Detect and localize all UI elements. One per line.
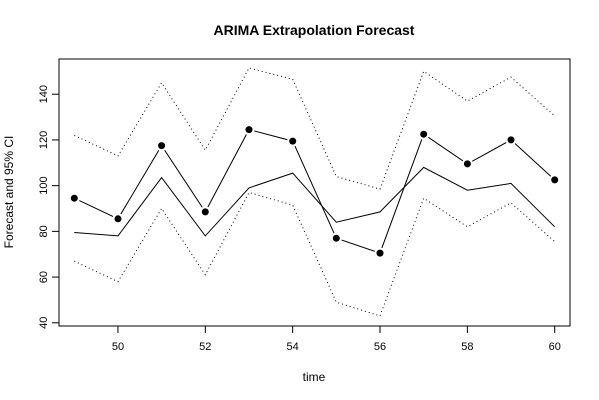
- x-tick-label: 54: [287, 341, 299, 353]
- series-0-point: [70, 194, 78, 202]
- x-tick-label: 50: [112, 341, 124, 353]
- series-3-line: [74, 191, 556, 317]
- x-tick-label: 56: [374, 341, 386, 353]
- y-tick-label: 100: [38, 176, 50, 194]
- y-tick-label: 40: [38, 317, 50, 329]
- x-axis-label: time: [303, 370, 326, 384]
- series-0-point: [463, 160, 471, 168]
- y-tick-label: 80: [38, 225, 50, 237]
- y-tick-label: 120: [38, 131, 50, 149]
- y-tick-label: 60: [38, 271, 50, 283]
- series-0-point: [114, 215, 122, 223]
- y-axis-label: Forecast and 95% CI: [2, 136, 16, 249]
- y-tick-label: 140: [38, 85, 50, 103]
- series-0-point: [420, 130, 428, 138]
- plot-frame: [58, 58, 571, 327]
- x-tick-label: 58: [461, 341, 473, 353]
- x-tick-label: 52: [199, 341, 211, 353]
- chart-title: ARIMA Extrapolation Forecast: [214, 22, 415, 38]
- series-0-point: [201, 208, 209, 216]
- series-0-point: [507, 136, 515, 144]
- series-0-point: [158, 142, 166, 150]
- axes-layer: 50 52 54 56 58 60 40 60 80 100 120 140: [38, 85, 561, 353]
- series-1-line: [74, 166, 556, 237]
- series-0-point: [551, 176, 559, 184]
- series-0-point: [245, 126, 253, 134]
- x-tick-label: 60: [549, 341, 561, 353]
- plot-layer: [68, 67, 561, 317]
- series-0-point: [332, 234, 340, 242]
- series-0-point: [376, 249, 384, 257]
- series-0-point: [289, 137, 297, 145]
- series-0-line: [74, 129, 556, 254]
